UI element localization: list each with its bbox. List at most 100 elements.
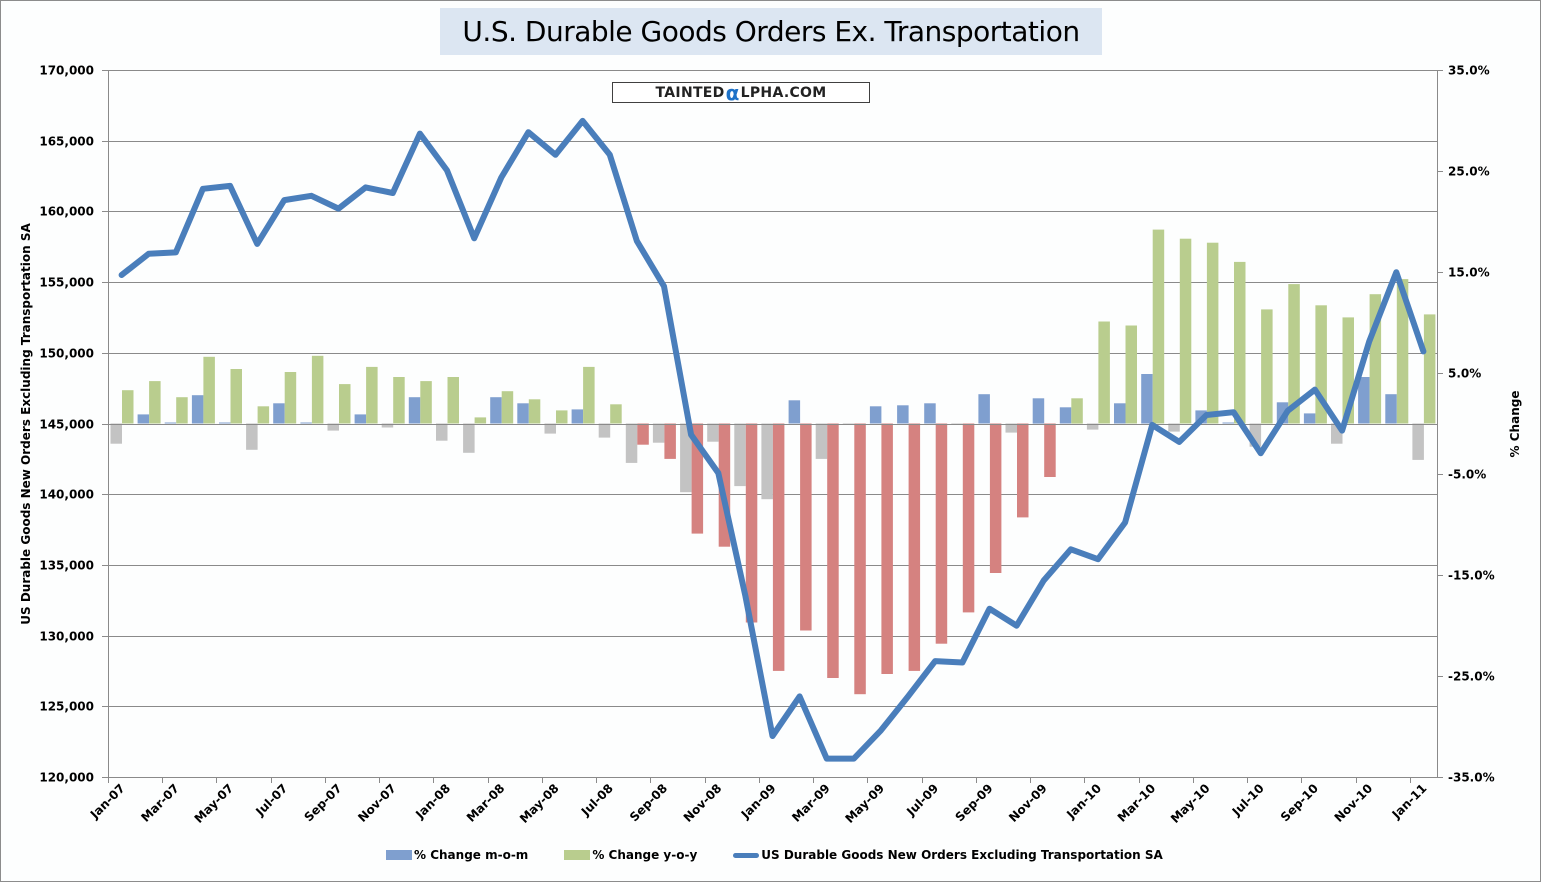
x-axis-tick-label: Jan-08 xyxy=(412,781,453,822)
right-axis-tick-label: -25.0% xyxy=(1448,670,1495,684)
bar-yoy xyxy=(827,423,839,678)
x-axis-tick-label: Sep-08 xyxy=(627,781,670,824)
bar-mom xyxy=(544,423,556,434)
bar-mom xyxy=(1114,403,1126,424)
bar-yoy xyxy=(1152,229,1165,424)
bar-mom xyxy=(381,423,394,428)
bar-mom xyxy=(1331,423,1343,444)
bar-yoy xyxy=(881,423,893,674)
bar-yoy xyxy=(908,423,921,671)
legend-label-yoy: % Change y-o-y xyxy=(592,848,698,862)
x-axis-tick-label: Mar-10 xyxy=(1115,781,1159,825)
bar-mom xyxy=(625,423,638,463)
x-axis-tick-label: May-09 xyxy=(842,781,887,826)
x-axis-tick-label: Jan-11 xyxy=(1389,781,1430,822)
bar-yoy xyxy=(1125,325,1137,424)
bar-mom xyxy=(517,403,529,424)
left-axis-tick-label: 170,000 xyxy=(39,64,94,78)
bar-yoy xyxy=(745,423,758,623)
bar-mom xyxy=(1168,423,1180,432)
left-axis-title: US Durable Goods New Orders Excluding Tr… xyxy=(19,223,33,625)
right-axis-tick-label: -15.0% xyxy=(1448,569,1495,583)
bar-yoy xyxy=(1315,305,1327,424)
legend-label-orders: US Durable Goods New Orders Excluding Tr… xyxy=(761,848,1163,862)
bar-mom xyxy=(1303,413,1316,424)
legend-label-mom: % Change m-o-m xyxy=(414,848,529,862)
x-axis-tick-label: Jul-10 xyxy=(1229,781,1267,819)
bar-yoy xyxy=(556,410,568,424)
x-axis-tick-label: Jan-10 xyxy=(1063,781,1104,822)
bar-yoy xyxy=(962,423,975,613)
bar-yoy xyxy=(257,406,270,424)
bar-yoy xyxy=(637,423,649,445)
right-axis-tick-label: -5.0% xyxy=(1448,468,1486,482)
x-axis-tick-label: May-08 xyxy=(517,781,562,826)
bar-yoy xyxy=(203,356,215,424)
x-axis-tick-label: Jul-08 xyxy=(578,781,616,819)
bar-yoy xyxy=(393,377,405,424)
bar-yoy xyxy=(1261,309,1273,424)
bar-yoy xyxy=(1017,423,1029,518)
bar-mom xyxy=(219,422,231,424)
bar-mom xyxy=(1249,423,1262,447)
left-axis-tick-label: 135,000 xyxy=(39,559,94,573)
x-axis-tick-label: Jul-07 xyxy=(252,781,290,819)
x-axis-tick-label: Jan-07 xyxy=(87,781,128,822)
bar-yoy xyxy=(800,423,812,631)
bar-yoy xyxy=(1396,279,1409,424)
bar-yoy xyxy=(311,355,324,424)
bar-mom xyxy=(707,423,719,442)
bar-mom xyxy=(1086,423,1099,430)
x-axis-tick-label: Sep-07 xyxy=(301,781,344,824)
bar-yoy xyxy=(447,377,459,424)
legend-item-yoy: % Change y-o-y xyxy=(564,848,697,862)
left-axis-tick-label: 155,000 xyxy=(39,276,94,290)
x-axis-tick-label: Nov-08 xyxy=(681,781,725,825)
x-axis-tick-label: Mar-09 xyxy=(789,781,833,825)
x-axis-tick-label: Mar-07 xyxy=(138,781,182,825)
bar-mom xyxy=(815,423,828,459)
bar-mom xyxy=(680,423,692,493)
bar-yoy xyxy=(176,397,188,424)
bar-yoy xyxy=(1179,238,1192,424)
left-axis-tick-label: 165,000 xyxy=(39,135,94,149)
bar-yoy xyxy=(691,423,704,534)
right-axis-tick-label: -35.0% xyxy=(1448,771,1495,785)
bar-yoy xyxy=(989,423,1002,573)
bar-mom xyxy=(1005,423,1017,433)
bar-mom xyxy=(1222,422,1234,424)
left-axis-tick-label: 120,000 xyxy=(39,771,94,785)
x-axis-tick-label: May-07 xyxy=(192,781,237,826)
bar-mom xyxy=(1032,398,1045,424)
bar-mom xyxy=(1276,402,1289,424)
bar-mom xyxy=(490,397,502,424)
right-axis-tick-label: 25.0% xyxy=(1448,165,1490,179)
bar-yoy xyxy=(1423,314,1436,424)
bar-yoy xyxy=(583,366,595,424)
bar-yoy xyxy=(366,366,378,424)
left-axis-tick-label: 160,000 xyxy=(39,205,94,219)
right-axis-tick-label: 35.0% xyxy=(1448,64,1490,78)
legend-swatch-yoy xyxy=(564,850,591,860)
watermark-logo-alpha: α xyxy=(725,80,740,105)
bar-yoy xyxy=(501,391,514,424)
bar-mom xyxy=(300,422,312,424)
x-axis-tick-label: May-10 xyxy=(1168,781,1213,826)
bar-mom xyxy=(869,406,882,424)
bar-yoy xyxy=(772,423,785,671)
bar-yoy xyxy=(935,423,948,644)
bar-yoy xyxy=(284,372,297,424)
bar-yoy xyxy=(420,381,432,424)
orders-line-layer xyxy=(118,117,1427,762)
x-axis-tick-label: Sep-09 xyxy=(952,781,995,824)
watermark-logo: TAINTED α LPHA.COM xyxy=(612,82,870,103)
bars xyxy=(110,229,1436,695)
bar-yoy xyxy=(1288,284,1300,424)
bar-yoy xyxy=(339,384,351,424)
bar-yoy xyxy=(1098,321,1110,424)
bar-yoy xyxy=(528,399,541,424)
bar-yoy xyxy=(149,381,161,424)
axes xyxy=(102,70,1443,783)
legend-item-mom: % Change m-o-m xyxy=(386,848,528,862)
x-axis-tick-label: Nov-10 xyxy=(1332,781,1376,825)
